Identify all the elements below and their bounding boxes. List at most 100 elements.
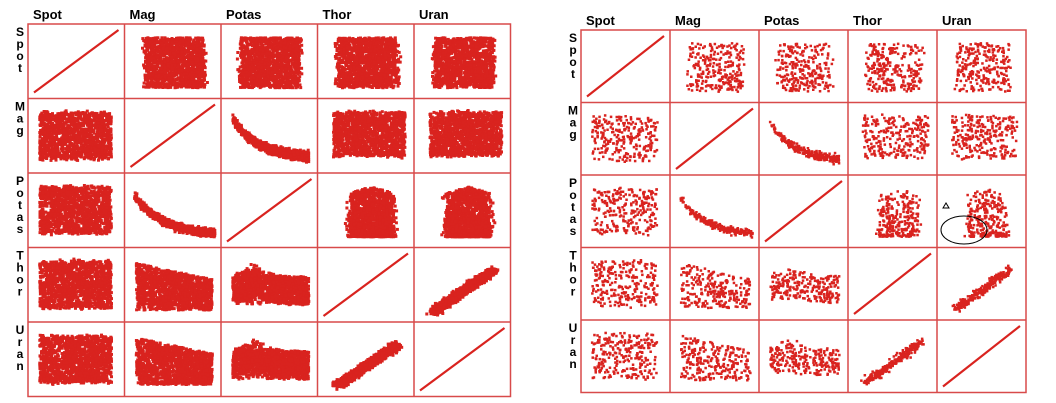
data-point: [144, 39, 147, 42]
data-point: [158, 62, 161, 65]
data-point: [365, 54, 368, 57]
data-point: [240, 40, 243, 43]
data-point: [173, 80, 176, 83]
data-point: [190, 70, 193, 73]
data-point: [384, 38, 387, 41]
data-point: [186, 66, 189, 69]
data-point: [264, 40, 267, 43]
data-point: [164, 42, 167, 45]
data-point: [384, 53, 387, 56]
data-point: [146, 55, 149, 58]
data-point: [240, 43, 243, 46]
data-point: [272, 39, 275, 42]
data-point: [343, 67, 346, 70]
data-point: [258, 57, 261, 60]
data-point: [199, 59, 202, 62]
data-point: [365, 74, 368, 77]
data-point: [175, 46, 178, 49]
data-point: [381, 39, 384, 42]
data-point: [294, 64, 297, 67]
data-point: [151, 81, 154, 84]
data-point: [188, 39, 191, 42]
data-point: [296, 65, 299, 68]
data-point: [354, 55, 357, 58]
data-point: [292, 81, 295, 84]
data-point: [175, 86, 178, 89]
data-point: [369, 41, 372, 44]
data-point: [272, 62, 275, 65]
data-point: [171, 68, 174, 71]
data-point: [348, 45, 351, 48]
data-point: [288, 82, 291, 85]
data-point: [261, 60, 264, 63]
data-point: [362, 49, 365, 52]
dense-diagonal-line: [34, 30, 119, 93]
data-point: [370, 73, 373, 76]
data-point: [181, 46, 184, 49]
dense-column-label: Uran: [419, 7, 449, 22]
data-point: [384, 56, 387, 59]
data-point: [341, 79, 344, 82]
data-point: [261, 52, 264, 55]
data-point: [362, 84, 365, 87]
data-point: [164, 75, 167, 78]
data-point: [377, 59, 380, 62]
data-point: [248, 65, 251, 68]
data-point: [378, 46, 381, 49]
data-point: [342, 84, 345, 87]
data-point: [261, 57, 264, 60]
data-point: [372, 82, 375, 85]
data-point: [240, 86, 243, 89]
data-point: [384, 45, 387, 48]
data-point: [385, 86, 388, 89]
data-point: [252, 76, 255, 79]
data-point: [355, 81, 358, 84]
data-point: [151, 52, 154, 55]
data-point: [263, 63, 266, 66]
data-point: [379, 53, 382, 56]
data-point: [157, 74, 160, 77]
data-point: [291, 62, 294, 65]
dense-row-label: Mag: [15, 100, 25, 138]
data-point: [282, 84, 285, 87]
data-point: [265, 77, 268, 80]
data-point: [390, 83, 393, 86]
data-point: [148, 37, 151, 40]
data-point: [375, 42, 378, 45]
dense-cell-spot-mag: [141, 36, 209, 89]
data-point: [167, 50, 170, 53]
data-point: [337, 79, 340, 82]
data-point: [348, 85, 351, 88]
data-point: [363, 62, 366, 65]
dense-cell-spot-thor: [334, 36, 403, 89]
data-point: [161, 79, 164, 82]
data-point: [192, 42, 195, 45]
data-point: [345, 62, 348, 65]
dense-row-label: Uran: [16, 323, 25, 373]
data-point: [251, 86, 254, 89]
data-point: [293, 54, 296, 57]
data-point: [236, 58, 239, 61]
data-point: [493, 66, 496, 69]
data-point: [261, 37, 264, 40]
data-point: [359, 54, 362, 57]
data-point: [284, 47, 287, 50]
data-point: [248, 53, 251, 56]
data-point: [397, 58, 400, 61]
data-point: [163, 60, 166, 63]
data-point: [280, 59, 283, 62]
data-point: [343, 47, 346, 50]
data-point: [344, 74, 347, 77]
data-point: [250, 57, 253, 60]
data-point: [240, 55, 243, 58]
data-point: [202, 45, 205, 48]
data-point: [297, 79, 300, 82]
data-point: [388, 45, 391, 48]
data-point: [393, 67, 396, 70]
data-point: [285, 85, 288, 88]
data-point: [283, 53, 286, 56]
data-point: [371, 86, 374, 89]
data-point: [349, 60, 352, 63]
